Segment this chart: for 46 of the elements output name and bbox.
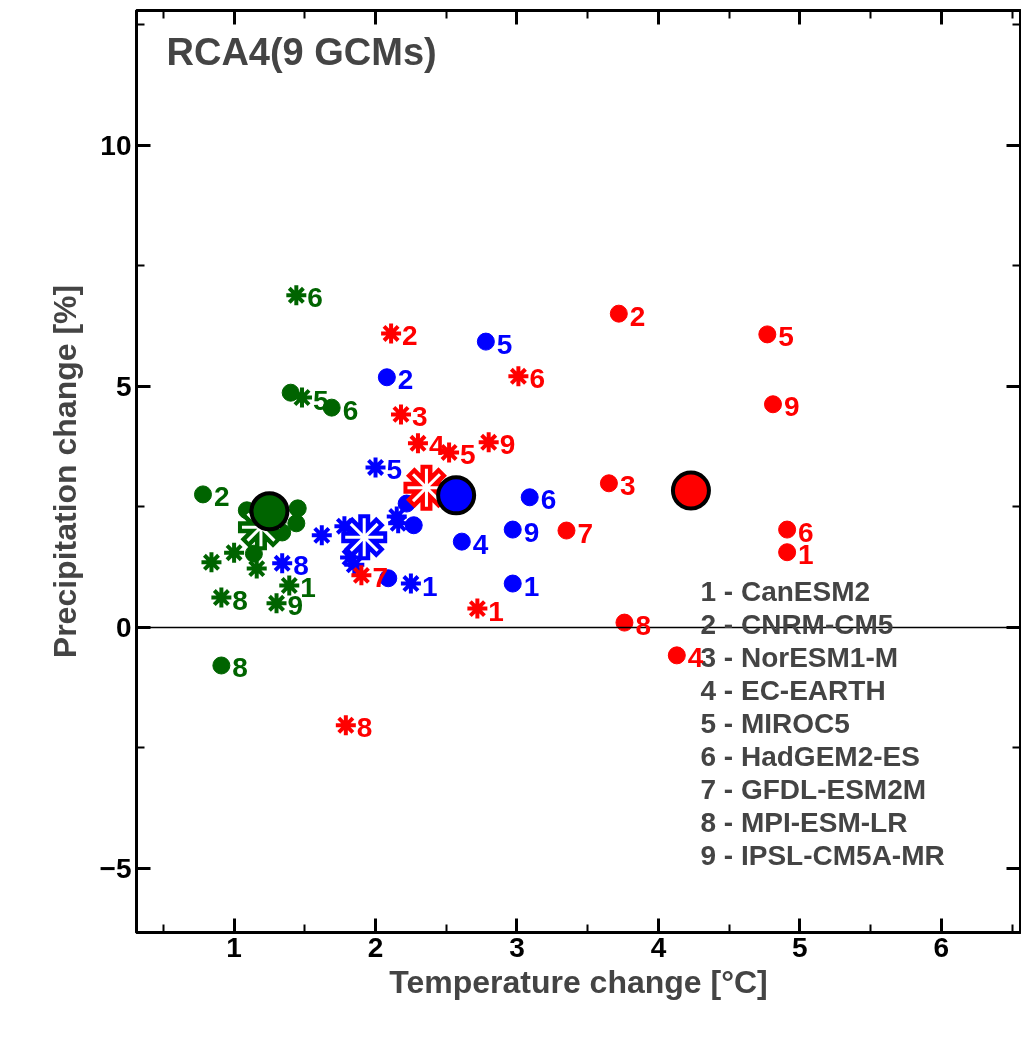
x-tick-label: 2 [367,931,384,963]
annotation: 9 [783,391,800,423]
annotation: 3 [411,401,428,433]
x-tick-label: 3 [509,931,525,963]
annotation: 2 [397,364,414,396]
y-tick-label: 5 [115,370,132,402]
annotation: 8 [232,584,248,616]
annotation: 5 - MIROC5 [700,707,850,739]
text: RCA4(9 GCMs) [166,30,437,73]
annotation: 9 [499,429,516,461]
x-tick-label: 1 [226,931,242,963]
annotation: 4 - EC-EARTH [700,674,886,706]
annotation: 5 [496,328,513,360]
annotation: 8 - MPI-ESM-LR [700,806,908,838]
annotation: 2 [629,300,646,332]
annotation: 1 [523,570,540,602]
annotation: 6 [540,484,557,516]
y-tick-label: 10 [100,129,132,161]
annotation: 4 [472,528,489,560]
x-tick-label: 4 [650,931,667,963]
annotation: 5 [460,439,476,471]
annotation: 9 [523,516,540,548]
annotation: 5 [778,321,794,353]
annotation: 6 - HadGEM2-ES [700,740,920,772]
annotation: 6 [529,363,545,395]
annotation: 6 [307,282,323,314]
annotation: 2 [213,481,230,513]
annotation: 6 [342,394,359,426]
annotation: 1 [488,595,504,627]
annotation: 7 - GFDL-ESM2M [700,773,927,805]
x-axis-title: Temperature change [°C] [389,963,768,1000]
annotation: 8 [356,712,373,744]
y-tick-label: −5 [99,852,132,884]
annotation: 3 [619,470,636,502]
annotation: 1 [421,570,438,602]
annotation: 1 - CanESM2 [700,575,871,607]
y-axis-title: Precipitation change [%] [46,284,83,659]
x-tick-label: 5 [792,931,808,963]
annotation: 7 [577,517,594,549]
annotation: 9 - IPSL-CM5A-MR [700,839,945,871]
y-tick-label: 0 [115,611,132,643]
annotation: 8 [232,652,248,684]
annotation: 2 [402,320,418,352]
x-tick-label: 6 [933,931,950,963]
annotation: 5 [386,454,403,486]
annotation: 4 [428,430,445,462]
